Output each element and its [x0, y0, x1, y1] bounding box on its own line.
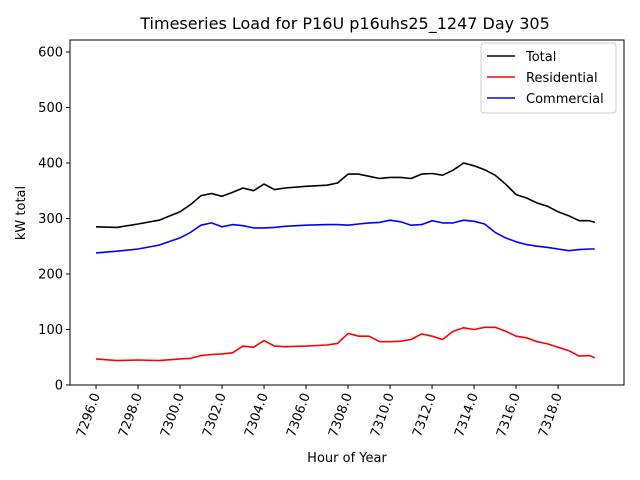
- y-axis-label: kW total: [14, 186, 29, 240]
- legend-label-commercial: Commercial: [526, 92, 604, 107]
- x-tick-label: 7302.0: [200, 391, 230, 439]
- series-line-total: [95, 162, 596, 229]
- y-tick-label: 0: [55, 379, 63, 394]
- x-tick-label: 7304.0: [242, 391, 272, 439]
- chart-title: Timeseries Load for P16U p16uhs25_1247 D…: [139, 14, 550, 34]
- x-tick-label: 7316.0: [494, 391, 524, 439]
- x-tick-label: 7306.0: [284, 391, 314, 439]
- legend-box: [480, 42, 617, 114]
- plot-frame: [69, 39, 625, 386]
- series-line-commercial: [95, 219, 595, 254]
- x-tick-label: 7308.0: [326, 391, 356, 439]
- y-tick-label: 200: [38, 267, 63, 282]
- x-tick-label: 7314.0: [452, 391, 482, 439]
- legend-label-residential: Residential: [526, 71, 598, 86]
- x-tick-label: 7296.0: [74, 391, 104, 439]
- series-line-residential: [95, 326, 596, 362]
- x-axis-label: Hour of Year: [307, 451, 387, 466]
- legend: Total Residential Commercial: [480, 42, 617, 114]
- x-tick-label: 7300.0: [158, 391, 188, 439]
- x-tick-label: 7312.0: [410, 391, 440, 439]
- y-tick-label: 400: [38, 156, 63, 171]
- x-tick-label: 7310.0: [368, 391, 398, 439]
- y-tick-label: 100: [38, 323, 63, 338]
- y-tick-label: 500: [38, 101, 63, 116]
- x-tick-label: 7298.0: [116, 391, 146, 439]
- legend-label-total: Total: [525, 50, 556, 65]
- y-tick-label: 600: [38, 45, 63, 60]
- y-tick-label: 300: [38, 212, 63, 227]
- x-tick-label: 7318.0: [536, 391, 566, 439]
